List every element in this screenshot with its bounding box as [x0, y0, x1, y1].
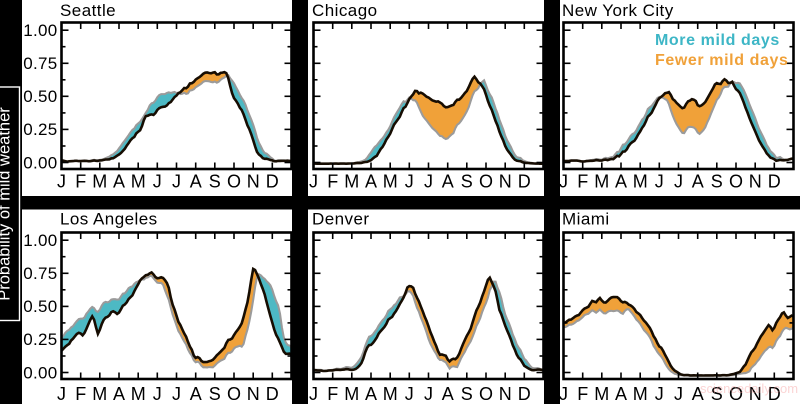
svg-text:Probability of mild weather: Probability of mild weather [0, 107, 14, 301]
svg-text:N: N [499, 384, 512, 404]
svg-text:Miami: Miami [562, 210, 610, 229]
svg-text:A: A [190, 171, 202, 191]
svg-text:O: O [227, 171, 241, 191]
svg-text:M: M [344, 384, 359, 404]
svg-text:0.50: 0.50 [23, 297, 57, 316]
svg-text:J: J [172, 171, 181, 191]
svg-text:J: J [674, 384, 683, 404]
svg-text:0.75: 0.75 [23, 264, 57, 283]
svg-text:sciencedaily.com: sciencedaily.com [700, 381, 798, 396]
svg-text:D: D [266, 384, 279, 404]
svg-text:Fewer mild days: Fewer mild days [655, 52, 789, 69]
svg-text:S: S [711, 171, 723, 191]
svg-text:N: N [247, 171, 260, 191]
svg-text:D: D [768, 171, 781, 191]
svg-text:S: S [461, 384, 473, 404]
svg-text:J: J [405, 384, 414, 404]
svg-text:0.00: 0.00 [23, 153, 57, 172]
svg-text:A: A [692, 171, 704, 191]
svg-text:M: M [383, 171, 398, 191]
svg-text:M: M [131, 171, 146, 191]
svg-text:New York City: New York City [562, 1, 674, 20]
svg-text:0.25: 0.25 [23, 120, 57, 139]
svg-text:M: M [594, 384, 609, 404]
svg-text:A: A [442, 384, 454, 404]
svg-text:J: J [172, 384, 181, 404]
svg-text:Seattle: Seattle [60, 1, 116, 20]
svg-text:Los Angeles: Los Angeles [60, 210, 158, 229]
svg-text:D: D [518, 384, 531, 404]
svg-text:1.00: 1.00 [23, 21, 57, 40]
svg-text:J: J [57, 384, 66, 404]
svg-text:F: F [75, 384, 86, 404]
svg-text:J: J [309, 384, 318, 404]
svg-text:S: S [711, 384, 723, 404]
svg-text:A: A [615, 171, 627, 191]
svg-text:D: D [266, 171, 279, 191]
svg-text:1.00: 1.00 [23, 231, 57, 250]
svg-text:F: F [577, 171, 588, 191]
svg-text:J: J [559, 384, 568, 404]
svg-text:M: M [594, 171, 609, 191]
svg-text:S: S [209, 384, 221, 404]
svg-text:J: J [153, 171, 162, 191]
svg-text:J: J [309, 171, 318, 191]
svg-text:J: J [424, 171, 433, 191]
svg-text:F: F [577, 384, 588, 404]
svg-text:J: J [57, 171, 66, 191]
svg-text:A: A [692, 384, 704, 404]
svg-text:J: J [424, 384, 433, 404]
svg-text:O: O [729, 384, 743, 404]
svg-text:S: S [461, 171, 473, 191]
svg-text:A: A [190, 384, 202, 404]
svg-text:J: J [559, 171, 568, 191]
svg-text:A: A [113, 171, 125, 191]
svg-text:N: N [247, 384, 260, 404]
svg-text:A: A [113, 384, 125, 404]
svg-text:A: A [442, 171, 454, 191]
svg-text:A: A [365, 384, 377, 404]
svg-text:0.00: 0.00 [23, 363, 57, 382]
svg-text:D: D [768, 384, 781, 404]
svg-text:D: D [518, 171, 531, 191]
svg-text:O: O [479, 384, 493, 404]
svg-text:M: M [92, 384, 107, 404]
svg-text:0.25: 0.25 [23, 330, 57, 349]
svg-text:J: J [655, 171, 664, 191]
svg-text:J: J [153, 384, 162, 404]
svg-text:F: F [327, 171, 338, 191]
svg-text:F: F [327, 384, 338, 404]
svg-text:N: N [749, 384, 762, 404]
svg-text:Denver: Denver [312, 210, 370, 229]
svg-text:Chicago: Chicago [312, 1, 378, 20]
svg-text:M: M [131, 384, 146, 404]
svg-text:M: M [344, 171, 359, 191]
svg-text:M: M [383, 384, 398, 404]
svg-text:J: J [674, 171, 683, 191]
svg-text:S: S [209, 171, 221, 191]
svg-text:A: A [615, 384, 627, 404]
svg-text:0.50: 0.50 [23, 87, 57, 106]
svg-text:M: M [92, 171, 107, 191]
svg-text:More mild days: More mild days [655, 32, 780, 49]
svg-text:J: J [655, 384, 664, 404]
svg-text:O: O [479, 171, 493, 191]
svg-text:M: M [633, 384, 648, 404]
svg-text:F: F [75, 171, 86, 191]
svg-text:O: O [729, 171, 743, 191]
svg-text:A: A [365, 171, 377, 191]
svg-text:N: N [749, 171, 762, 191]
svg-text:N: N [499, 171, 512, 191]
svg-text:O: O [227, 384, 241, 404]
svg-text:J: J [405, 171, 414, 191]
svg-text:M: M [633, 171, 648, 191]
svg-text:0.75: 0.75 [23, 54, 57, 73]
